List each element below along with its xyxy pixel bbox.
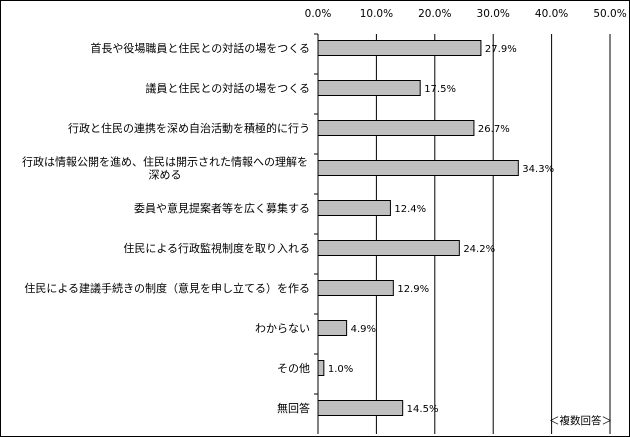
- bar: [317, 360, 325, 376]
- bar: [317, 320, 348, 336]
- category-label: 住民による行政監視制度を取り入れる: [123, 241, 310, 255]
- bars: [317, 40, 519, 416]
- x-tick-label: 40.0%: [535, 8, 568, 20]
- category-label: 議員と住民との対話の場をつくる: [145, 81, 310, 95]
- x-axis-ticks: 0.0% 10.0% 20.0% 30.0% 40.0% 50.0%: [305, 8, 627, 20]
- value-label: 26.7%: [478, 124, 510, 135]
- x-tick-label: 10.0%: [360, 8, 393, 20]
- value-label: 1.0%: [328, 364, 353, 375]
- category-label: 委員や意見提案者等を広く募集する: [134, 201, 310, 215]
- value-label: 17.5%: [424, 84, 456, 95]
- category-label: その他: [277, 362, 310, 375]
- multiple-answer-note: ＜複数回答＞: [549, 414, 612, 427]
- value-label: 14.5%: [407, 404, 439, 415]
- bar: [317, 160, 519, 176]
- category-label: 深める: [149, 169, 182, 182]
- bar: [317, 280, 394, 296]
- bar: [317, 120, 475, 136]
- bar: [317, 200, 391, 216]
- x-tick-label: 0.0%: [305, 8, 332, 20]
- category-label: 行政は情報公開を進め、住民は開示された情報への理解を: [22, 155, 308, 169]
- gridlines: [314, 33, 611, 434]
- value-labels: 27.9% 17.5% 26.7% 34.3% 12.4% 24.2% 12.9% 4.9% 1…: [328, 44, 554, 415]
- category-labels: 首長や役場職員と住民との対話の場をつくる議員と住民との対話の場をつくる行政と住民…: [22, 41, 310, 415]
- x-tick-label: 30.0%: [477, 8, 510, 20]
- category-label: 首長や役場職員と住民との対話の場をつくる: [90, 41, 310, 55]
- x-tick-label: 50.0%: [593, 8, 626, 20]
- value-label: 12.9%: [397, 284, 429, 295]
- bar: [317, 240, 460, 256]
- category-label: 住民による建議手続きの制度（意見を申し立てる）を作る: [24, 281, 310, 295]
- bar: [317, 400, 404, 416]
- value-label: 12.4%: [394, 204, 426, 215]
- bar: [317, 40, 482, 56]
- value-label: 4.9%: [351, 324, 376, 335]
- value-label: 24.2%: [463, 244, 495, 255]
- category-label: 無回答: [277, 401, 310, 415]
- x-tick-label: 20.0%: [418, 8, 451, 20]
- category-label: 行政と住民の連携を深め自治活動を積極的に行う: [68, 121, 310, 135]
- value-label: 34.3%: [522, 164, 554, 175]
- category-label: わからない: [255, 322, 310, 335]
- bar: [317, 80, 421, 96]
- value-label: 27.9%: [485, 44, 517, 55]
